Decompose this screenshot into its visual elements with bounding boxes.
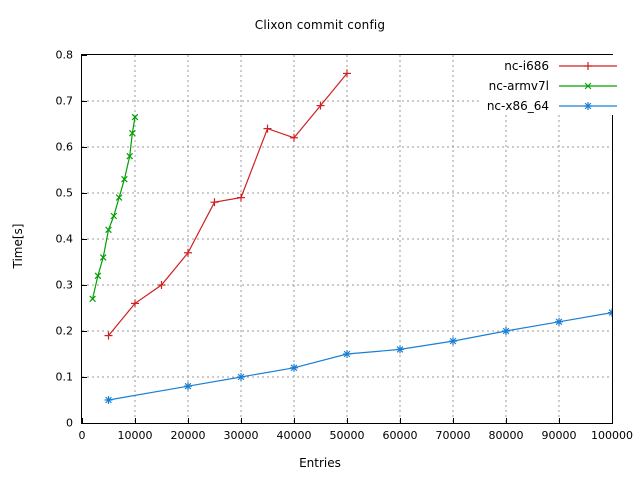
data-point-marker xyxy=(584,82,592,90)
data-point-marker xyxy=(184,382,192,390)
data-point-marker xyxy=(89,295,96,303)
y-tick-mark xyxy=(81,193,87,194)
x-tick-mark xyxy=(135,418,136,424)
series-line-nc-x86_64 xyxy=(108,312,612,401)
x-tick-mark xyxy=(400,418,401,424)
data-point-marker xyxy=(608,309,612,314)
legend-item-nc-x86_64[interactable]: nc-x86_64 xyxy=(487,99,619,113)
x-axis-label: Entries xyxy=(299,456,341,470)
data-point-marker xyxy=(131,113,139,121)
y-axis-label: Time[s] xyxy=(11,223,25,269)
data-point-marker xyxy=(449,337,457,345)
y-tick-label: 0.1 xyxy=(55,370,74,384)
legend-item-nc-armv7l[interactable]: nc-armv7l xyxy=(487,79,619,93)
y-tick-label: 0.3 xyxy=(55,278,74,292)
plot-area xyxy=(81,54,613,424)
data-point-marker xyxy=(584,102,592,110)
plot-inner xyxy=(82,55,612,423)
data-point-marker xyxy=(105,396,112,404)
y-tick-label: 0.2 xyxy=(55,324,74,338)
x-tick-mark xyxy=(453,418,454,424)
data-point-marker xyxy=(126,152,134,160)
legend-swatch-nc-x86_64 xyxy=(559,102,617,110)
x-tick-label: 100000 xyxy=(591,429,633,442)
x-tick-mark xyxy=(559,418,560,424)
y-tick-mark xyxy=(81,101,87,102)
legend-swatch-nc-armv7l xyxy=(559,82,617,90)
x-tick-mark xyxy=(294,418,295,424)
x-tick-label: 50000 xyxy=(329,429,365,442)
data-point-marker xyxy=(94,272,102,280)
y-tick-mark xyxy=(81,55,87,56)
y-tick-mark xyxy=(81,285,87,286)
y-tick-mark xyxy=(81,423,87,424)
y-tick-label: 0.4 xyxy=(55,232,74,246)
x-tick-mark xyxy=(506,418,507,424)
data-point-marker xyxy=(105,226,112,234)
data-point-marker xyxy=(555,318,563,326)
y-tick-mark xyxy=(81,239,87,240)
series-line-nc-armv7l xyxy=(92,117,136,299)
x-tick-label: 40000 xyxy=(276,429,312,442)
x-tick-mark xyxy=(612,418,613,424)
y-tick-label: 0.5 xyxy=(55,186,74,200)
x-tick-label: 80000 xyxy=(488,429,524,442)
data-point-marker xyxy=(129,129,136,137)
series-layer xyxy=(89,69,612,404)
legend-item-nc-i686[interactable]: nc-i686 xyxy=(487,59,619,73)
y-tick-label: 0.7 xyxy=(55,94,74,108)
series-line-nc-i686 xyxy=(108,73,348,336)
data-point-marker xyxy=(121,175,128,183)
chart-title: Clixon commit config xyxy=(254,18,386,32)
data-point-marker xyxy=(502,327,510,335)
gridlines xyxy=(82,55,612,423)
data-point-marker xyxy=(110,212,118,220)
x-tick-label: 10000 xyxy=(117,429,153,442)
x-tick-mark xyxy=(241,418,242,424)
x-tick-label: 20000 xyxy=(170,429,206,442)
y-tick-mark xyxy=(81,147,87,148)
data-point-marker xyxy=(237,373,245,381)
y-tick-label: 0.8 xyxy=(55,48,74,62)
y-tick-mark xyxy=(81,377,87,378)
x-tick-label: 90000 xyxy=(541,429,577,442)
x-tick-label: 60000 xyxy=(382,429,418,442)
y-tick-label: 0 xyxy=(66,416,73,430)
legend-label: nc-armv7l xyxy=(488,79,549,93)
legend-label: nc-x86_64 xyxy=(486,99,549,113)
data-point-marker xyxy=(290,364,298,372)
x-tick-mark xyxy=(82,418,83,424)
legend-swatch-nc-i686 xyxy=(559,62,617,70)
x-tick-mark xyxy=(347,418,348,424)
legend-label: nc-i686 xyxy=(504,59,549,73)
data-point-marker xyxy=(608,311,612,316)
data-point-marker xyxy=(343,350,351,358)
data-point-marker xyxy=(115,194,123,201)
x-tick-label: 70000 xyxy=(435,429,471,442)
x-tick-label: 0 xyxy=(78,429,86,442)
chart-legend: nc-i686 nc-armv7l nc-x86_64 xyxy=(480,55,621,115)
x-tick-mark xyxy=(188,418,189,424)
y-tick-label: 0.6 xyxy=(55,140,74,154)
data-point-marker xyxy=(99,254,107,261)
x-tick-label: 30000 xyxy=(223,429,259,442)
data-point-marker xyxy=(396,346,404,353)
y-tick-mark xyxy=(81,331,87,332)
